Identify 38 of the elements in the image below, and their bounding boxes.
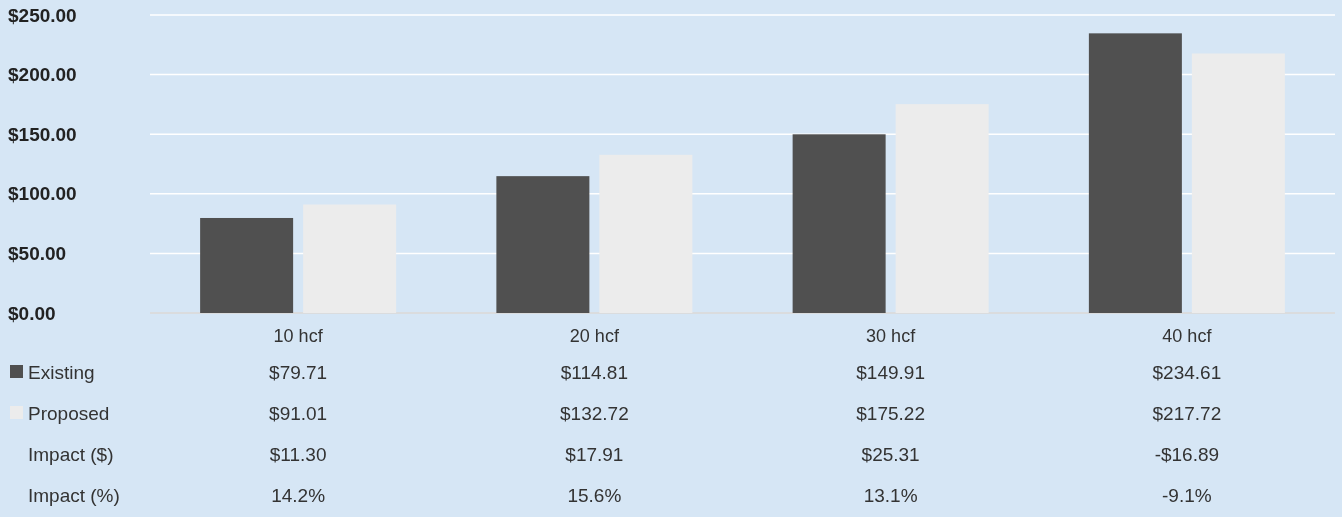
x-tick-label: 20 hcf [569,326,620,347]
text: 15.6% [567,484,622,506]
text: -$16.89 [1154,443,1220,465]
data-label: $217.72 [1152,402,1222,424]
bar [895,104,989,313]
bar [200,217,294,313]
text: $25.31 [861,443,920,465]
y-tick-label: $250.00 [8,4,77,26]
data-label: $114.81 [560,361,629,383]
text: 13.1% [863,484,918,506]
bar [792,134,886,313]
data-label: $132.72 [560,402,629,424]
data-label: $234.61 [1152,361,1222,383]
x-tick-label: 10 hcf [273,326,324,347]
text: Impact (%) [28,484,120,506]
y-tick-label: $50.00 [8,243,67,265]
y-tick-label: $150.00 [8,123,77,145]
text: 14.2% [271,484,326,506]
x-tick-label: 30 hcf [866,326,917,347]
bar [1088,33,1182,313]
legend-label: Existing [28,361,95,383]
y-tick-label: $100.00 [8,183,77,205]
text: $17.91 [565,443,624,465]
x-tick-label: 40 hcf [1162,326,1213,347]
data-label: $79.71 [269,361,328,383]
bar [1191,53,1285,313]
y-tick-label: $0.00 [8,302,56,324]
data-label: $175.22 [856,402,925,424]
y-tick-label: $200.00 [8,64,77,86]
bar [496,176,590,313]
data-label: $149.91 [856,361,925,383]
text: $11.30 [269,443,327,465]
legend-label: Proposed [28,402,110,424]
data-label: $91.01 [269,402,328,424]
bar [303,204,397,313]
text: Impact ($) [28,443,114,465]
bar [599,154,693,313]
text: -9.1% [1162,484,1212,506]
